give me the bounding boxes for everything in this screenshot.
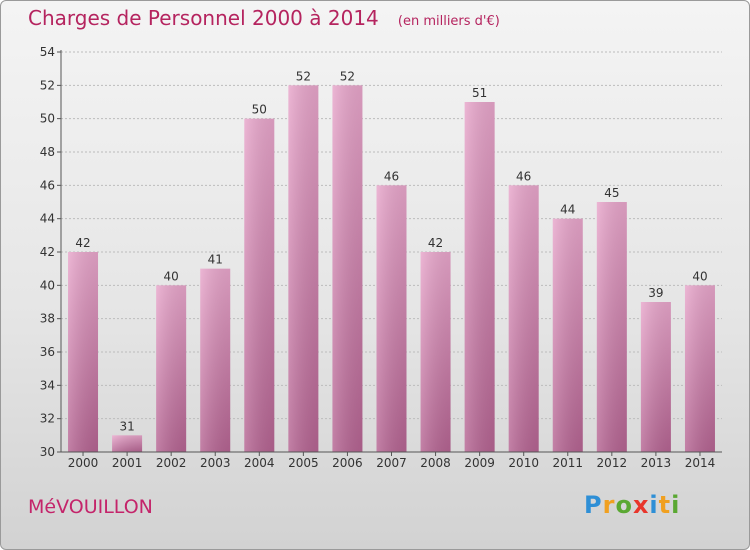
bar-shade (244, 118, 275, 453)
data-label: 39 (648, 286, 663, 300)
logo-letter: i (671, 491, 681, 519)
y-tick-label: 48 (40, 145, 55, 159)
y-tick-label: 34 (40, 378, 55, 392)
place-name: MéVOUILLON (28, 496, 153, 518)
bar-shade (288, 85, 319, 452)
x-tick-label: 2013 (641, 456, 672, 470)
bar-shade (332, 85, 363, 452)
logo-letter: i (649, 491, 659, 519)
bar-shade (684, 285, 715, 452)
x-tick-label: 2003 (200, 456, 231, 470)
logo-letter: x (632, 491, 650, 519)
x-tick-label: 2012 (597, 456, 628, 470)
data-label: 42 (75, 236, 90, 250)
data-label: 52 (296, 69, 311, 83)
data-label: 45 (604, 186, 619, 200)
bar-shade (376, 185, 407, 453)
data-label: 40 (164, 269, 179, 283)
y-tick-label: 36 (40, 345, 55, 359)
bar-shade (420, 252, 451, 452)
y-tick-label: 42 (40, 245, 55, 259)
y-tick-label: 52 (40, 78, 55, 92)
bar-shade (464, 102, 495, 452)
title-row: Charges de Personnel 2000 à 2014 (en mil… (28, 6, 500, 30)
bar-shade (552, 218, 583, 452)
data-label: 50 (252, 103, 267, 117)
y-tick-label: 30 (40, 445, 55, 459)
proxiti-logo[interactable]: Proxiti (584, 491, 680, 519)
y-tick-label: 44 (40, 212, 55, 226)
x-tick-label: 2014 (685, 456, 716, 470)
data-label: 41 (208, 253, 223, 267)
data-label: 52 (340, 69, 355, 83)
chart-title: Charges de Personnel 2000 à 2014 (28, 6, 379, 30)
x-tick-label: 2004 (244, 456, 275, 470)
data-label: 51 (472, 86, 487, 100)
x-tick-label: 2006 (332, 456, 363, 470)
x-tick-label: 2007 (376, 456, 407, 470)
chart-unit: (en milliers d'€) (397, 14, 500, 29)
bar-shade (156, 285, 187, 452)
bar-shade (68, 252, 99, 452)
logo-letter: P (584, 491, 603, 519)
bar-shade (640, 302, 671, 452)
data-label: 46 (384, 169, 399, 183)
data-label: 40 (692, 269, 707, 283)
y-tick-label: 46 (40, 178, 55, 192)
bars: 42 31 40 41 50 52 52 46 42 51 46 44 45 39 40 (68, 69, 715, 453)
x-tick-label: 2005 (288, 456, 319, 470)
bar-shade (200, 268, 231, 452)
data-label: 46 (516, 169, 531, 183)
x-tick-label: 2011 (552, 456, 583, 470)
x-tick-label: 2002 (156, 456, 187, 470)
data-label: 31 (119, 419, 134, 433)
x-tick-label: 2008 (420, 456, 451, 470)
x-tick-label: 2001 (112, 456, 143, 470)
y-tick-label: 50 (40, 112, 55, 126)
x-tick-label: 2010 (508, 456, 539, 470)
y-tick-label: 32 (40, 412, 55, 426)
bar-shade (112, 435, 143, 452)
bar-shade (508, 185, 539, 453)
logo-letter: o (615, 491, 633, 519)
x-tick-label: 2009 (464, 456, 495, 470)
logo-letter: t (658, 491, 672, 519)
data-label: 44 (560, 203, 575, 217)
data-label: 42 (428, 236, 443, 250)
logo-letter: r (602, 491, 616, 519)
bar-shade (596, 202, 627, 452)
y-tick-label: 38 (40, 312, 55, 326)
axes: 30 32 34 36 38 40 42 44 46 48 50 52 54 2000 2001 2002 20… (40, 45, 722, 470)
x-tick-label: 2000 (68, 456, 99, 470)
y-tick-label: 40 (40, 278, 55, 292)
y-tick-label: 54 (40, 45, 55, 59)
